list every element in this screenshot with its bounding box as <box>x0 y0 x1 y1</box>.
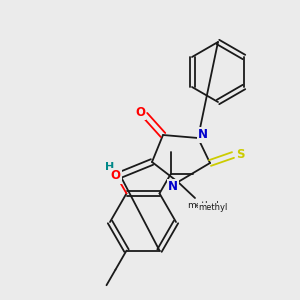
Text: methyl: methyl <box>187 200 219 209</box>
Text: S: S <box>236 148 244 161</box>
Text: methyl: methyl <box>198 203 227 212</box>
Text: O: O <box>110 169 121 182</box>
Text: H: H <box>105 162 115 172</box>
Text: O: O <box>135 106 145 118</box>
Text: N: N <box>198 128 208 142</box>
Text: N: N <box>168 181 178 194</box>
